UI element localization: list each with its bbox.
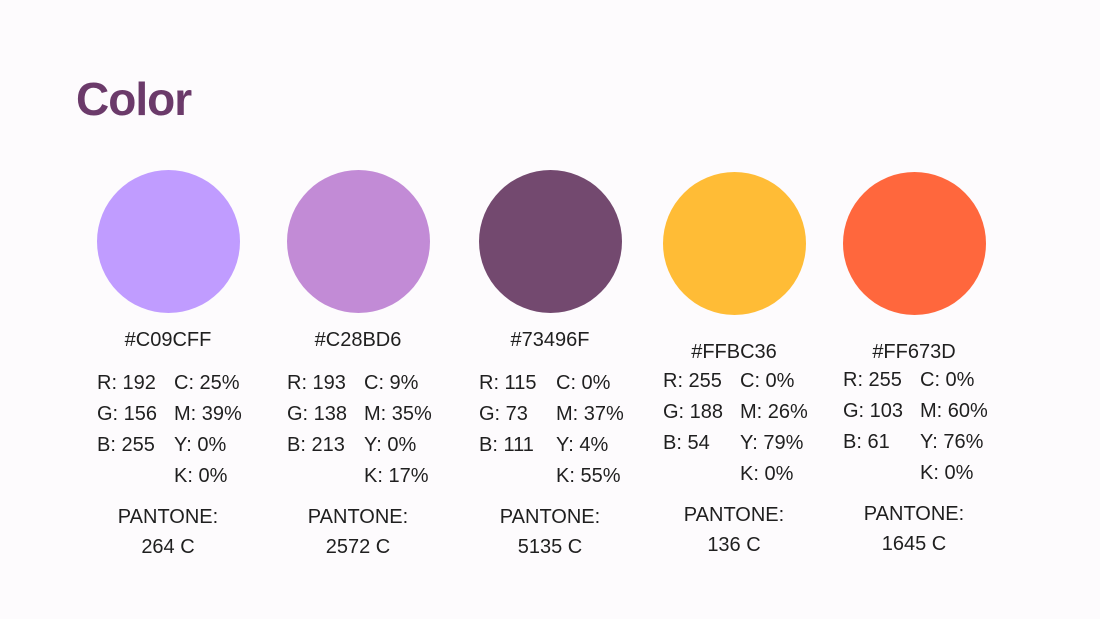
rgb-value: G: 188 <box>663 401 724 423</box>
color-swatch <box>843 172 986 315</box>
rgb-value: R: 255 <box>663 370 722 392</box>
cmyk-value: M: 39% <box>174 403 242 425</box>
cmyk-value: C: 0% <box>920 369 975 391</box>
color-swatch <box>479 170 622 313</box>
rgb-value: B: 54 <box>663 432 710 454</box>
cmyk-value: C: 25% <box>174 372 240 394</box>
rgb-value: B: 255 <box>97 434 155 456</box>
color-swatch <box>97 170 240 313</box>
cmyk-value: M: 60% <box>920 400 988 422</box>
pantone-label: PANTONE: <box>117 506 219 528</box>
cmyk-value: M: 26% <box>740 401 808 423</box>
rgb-value: B: 61 <box>843 431 890 453</box>
color-swatch <box>287 170 430 313</box>
cmyk-value: M: 35% <box>364 403 432 425</box>
rgb-value: G: 138 <box>287 403 348 425</box>
rgb-value: G: 156 <box>97 403 158 425</box>
cmyk-value: Y: 76% <box>920 431 984 453</box>
pantone-code: 1645 C <box>881 533 947 555</box>
cmyk-value: M: 37% <box>556 403 624 425</box>
rgb-value: R: 192 <box>97 372 156 394</box>
rgb-value: R: 193 <box>287 372 346 394</box>
pantone-label: PANTONE: <box>499 506 601 528</box>
rgb-value: G: 103 <box>843 400 904 422</box>
pantone-code: 2572 C <box>325 536 391 558</box>
pantone-label: PANTONE: <box>683 504 785 526</box>
cmyk-value: Y: 4% <box>556 434 609 456</box>
hex-code: #73496F <box>510 329 590 351</box>
cmyk-value: C: 0% <box>556 372 611 394</box>
cmyk-value: K: 0% <box>174 465 228 487</box>
rgb-value: R: 115 <box>479 372 537 394</box>
rgb-value: R: 255 <box>843 369 902 391</box>
pantone-label: PANTONE: <box>307 506 409 528</box>
rgb-value: B: 111 <box>479 434 534 456</box>
title: Color <box>76 73 192 125</box>
rgb-value: B: 213 <box>287 434 345 456</box>
color-swatch <box>663 172 806 315</box>
pantone-code: 5135 C <box>517 536 583 558</box>
cmyk-value: Y: 79% <box>740 432 804 454</box>
hex-code: #C09CFF <box>124 329 212 351</box>
rgb-value: G: 73 <box>479 403 528 425</box>
cmyk-value: C: 9% <box>364 372 419 394</box>
cmyk-value: K: 55% <box>556 465 621 487</box>
cmyk-value: K: 0% <box>740 463 794 485</box>
cmyk-value: C: 0% <box>740 370 795 392</box>
cmyk-value: Y: 0% <box>174 434 227 456</box>
hex-code: #FF673D <box>872 341 956 363</box>
cmyk-value: K: 0% <box>920 462 974 484</box>
hex-code: #FFBC36 <box>691 341 777 363</box>
hex-code: #C28BD6 <box>314 329 402 351</box>
cmyk-value: Y: 0% <box>364 434 417 456</box>
pantone-code: 264 C <box>141 536 195 558</box>
pantone-code: 136 C <box>707 534 761 556</box>
pantone-label: PANTONE: <box>863 503 965 525</box>
cmyk-value: K: 17% <box>364 465 429 487</box>
